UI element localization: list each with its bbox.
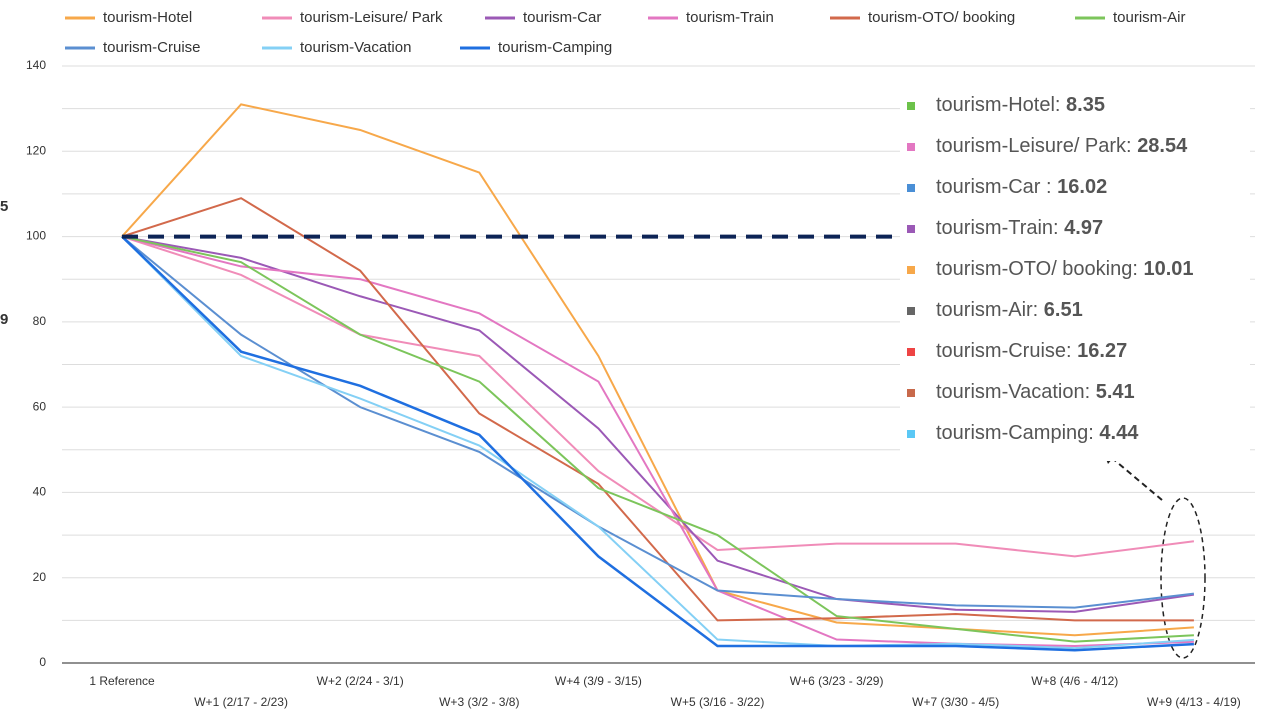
series-line <box>121 235 1194 643</box>
annotation-label: tourism-Camping: <box>936 422 1094 444</box>
x-tick-label: 1 Reference <box>89 674 155 688</box>
x-tick-label: W+8 (4/6 - 4/12) <box>1031 674 1118 688</box>
x-tick-label: W+3 (3/2 - 3/8) <box>439 695 519 709</box>
annotation: tourism-Air: 6.51 <box>936 299 1083 321</box>
y-tick-label: 120 <box>26 143 46 157</box>
annotation-label: tourism-Hotel: <box>936 94 1060 116</box>
annotation-value: 28.54 <box>1137 135 1188 157</box>
annotation-value: 10.01 <box>1144 258 1194 280</box>
legend-label: tourism-Leisure/ Park <box>300 9 443 26</box>
legend-label: tourism-Air <box>1113 9 1186 26</box>
series-line <box>121 235 1195 609</box>
x-tick-label: W+5 (3/16 - 3/22) <box>671 695 765 709</box>
annotation-label: tourism-Vacation: <box>936 381 1090 403</box>
annotation-label: tourism-Air: <box>936 299 1038 321</box>
annotation: tourism-Camping: 4.44 <box>936 422 1139 444</box>
annotation-label: tourism-Leisure/ Park: <box>936 135 1132 157</box>
annotation-marker <box>907 184 915 192</box>
annotation: tourism-Train: 4.97 <box>936 217 1103 239</box>
edge-label: 5 <box>0 198 8 215</box>
y-tick-label: 20 <box>33 570 47 584</box>
annotation-value: 6.51 <box>1044 299 1083 321</box>
series-line <box>121 235 1194 652</box>
annotation-label: tourism-Cruise: <box>936 340 1072 362</box>
y-tick-label: 100 <box>26 229 46 243</box>
y-tick-label: 140 <box>26 58 46 72</box>
x-tick-label: W+2 (2/24 - 3/1) <box>317 674 404 688</box>
y-tick-label: 60 <box>33 399 47 413</box>
annotation-marker <box>907 102 915 110</box>
legend-label: tourism-Car <box>523 9 601 26</box>
y-tick-label: 0 <box>39 655 46 669</box>
annotation-value: 16.02 <box>1057 176 1107 198</box>
annotation-label: tourism-OTO/ booking: <box>936 258 1138 280</box>
annotation-marker <box>907 225 915 233</box>
annotation: tourism-Cruise: 16.27 <box>936 340 1127 362</box>
annotation: tourism-Car : 16.02 <box>936 176 1107 198</box>
annotation: tourism-OTO/ booking: 10.01 <box>936 258 1194 280</box>
legend-label: tourism-Train <box>686 9 774 26</box>
annotation-label: tourism-Train: <box>936 217 1059 239</box>
legend-label: tourism-Camping <box>498 39 612 56</box>
edge-label: 9 <box>0 311 8 328</box>
legend-label: tourism-Hotel <box>103 9 192 26</box>
x-tick-label: W+4 (3/9 - 3/15) <box>555 674 642 688</box>
annotation-marker <box>907 307 915 315</box>
series-line <box>121 197 1194 622</box>
annotation-value: 4.44 <box>1099 422 1139 444</box>
x-tick-label: W+9 (4/13 - 4/19) <box>1147 695 1241 709</box>
x-tick-label: W+7 (3/30 - 4/5) <box>912 695 999 709</box>
annotation-marker <box>907 389 915 397</box>
annotation-marker <box>907 430 915 438</box>
annotation-value: 4.97 <box>1064 217 1103 239</box>
y-tick-label: 40 <box>33 485 47 499</box>
annotation: tourism-Leisure/ Park: 28.54 <box>936 135 1188 157</box>
x-tick-label: W+6 (3/23 - 3/29) <box>790 674 884 688</box>
annotation-value: 8.35 <box>1066 94 1105 116</box>
annotation-arrow <box>1111 457 1163 501</box>
annotation-marker <box>907 143 915 151</box>
highlight-ellipse <box>1160 497 1206 659</box>
legend-label: tourism-Cruise <box>103 39 201 56</box>
annotation-label: tourism-Car : <box>936 176 1052 198</box>
annotation: tourism-Vacation: 5.41 <box>936 381 1135 403</box>
y-tick-label: 80 <box>33 314 47 328</box>
annotation-box <box>900 86 1250 461</box>
annotation-value: 5.41 <box>1096 381 1135 403</box>
annotation: tourism-Hotel: 8.35 <box>936 94 1105 116</box>
legend-label: tourism-Vacation <box>300 39 411 56</box>
series-line <box>121 235 1194 650</box>
x-tick-label: W+1 (2/17 - 2/23) <box>194 695 288 709</box>
annotation-marker <box>907 266 915 274</box>
legend-label: tourism-OTO/ booking <box>868 9 1015 26</box>
annotation-value: 16.27 <box>1077 340 1127 362</box>
series-line <box>121 103 1194 637</box>
series-line <box>121 235 1194 647</box>
series-line <box>121 235 1195 613</box>
annotation-marker <box>907 348 915 356</box>
